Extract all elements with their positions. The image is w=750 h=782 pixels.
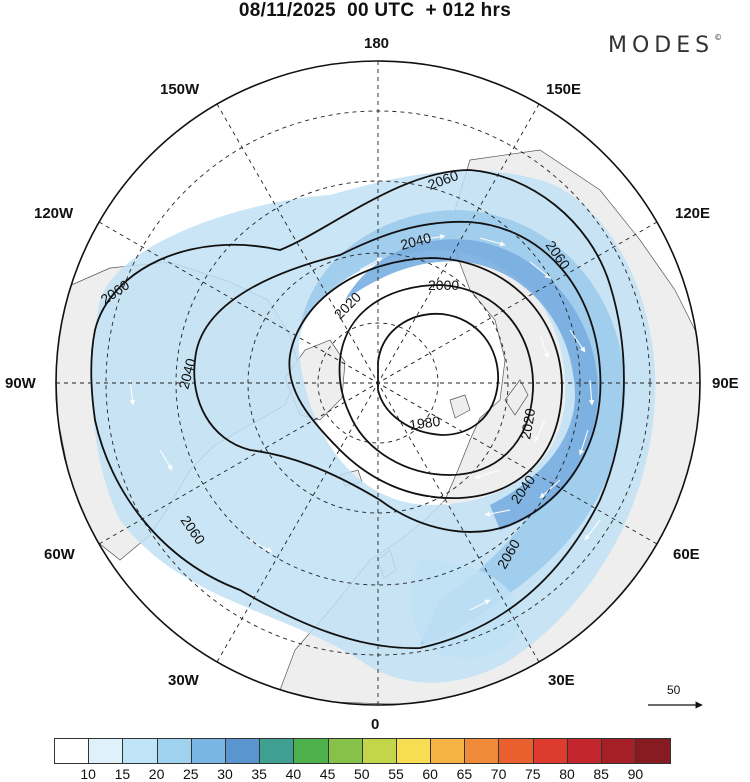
wind-vector	[539, 479, 561, 499]
wind-vector	[359, 257, 383, 271]
contour-label: 2040	[399, 229, 433, 253]
contour-2000	[338, 284, 534, 476]
contour-label: 2040	[175, 356, 199, 390]
wind-vector	[484, 509, 511, 517]
landmass-svalbard	[449, 394, 471, 419]
contour-label: 1980	[408, 413, 441, 433]
lon-label-90w: 90W	[5, 375, 36, 392]
lon-label-180: 180	[364, 35, 390, 52]
wind-band-25	[300, 210, 625, 645]
wind-speed-shading	[91, 170, 656, 683]
colorbar-label: 35	[251, 766, 267, 782]
wind-vectors	[129, 234, 601, 611]
lon-label-60e: 60E	[673, 546, 700, 563]
colorbar-label: 60	[422, 766, 438, 782]
wind-vector	[569, 329, 586, 353]
colorbar-swatch	[567, 739, 602, 763]
lon-label-30w: 30W	[168, 672, 199, 689]
contour-2040	[193, 220, 602, 533]
wind-vector	[578, 429, 589, 456]
wind-vector	[584, 519, 601, 541]
polar-map: 2060 2060 2060 2060 2060 2040 2040 2040 …	[55, 60, 703, 709]
map-title: 08/11/2025 00 UTC + 012 hrs	[238, 0, 512, 21]
lon-label-90e: 90E	[712, 375, 739, 392]
lon-label-150w: 150W	[160, 81, 200, 98]
colorbar-swatch	[55, 739, 90, 763]
colorbar-swatch	[123, 739, 158, 763]
lon-label-120e: 120E	[675, 205, 711, 222]
colorbar	[54, 738, 672, 764]
wind-vector	[329, 419, 346, 441]
colorbar-label: 85	[593, 766, 609, 782]
colorbar-label: 15	[114, 766, 131, 782]
graticule	[56, 61, 700, 705]
colorbar-label: 80	[559, 766, 575, 782]
colorbar-swatch	[294, 739, 329, 763]
colorbar-label: 20	[148, 766, 165, 782]
contour-2020	[288, 257, 563, 499]
contour-2060	[90, 169, 625, 649]
contour-label: 2020	[517, 407, 538, 441]
lon-label-60w: 60W	[44, 546, 75, 563]
colorbar-label: 40	[285, 766, 302, 782]
colorbar-swatch	[328, 739, 363, 763]
wind-vector	[159, 449, 173, 471]
contour-1980	[377, 313, 499, 436]
colorbar-label: 30	[217, 766, 233, 782]
colorbar-label: 25	[183, 766, 199, 782]
wind-vector	[129, 379, 136, 406]
wind-vector	[529, 261, 551, 279]
lon-label-0: 0	[371, 716, 380, 733]
brand-logo: MODES©	[608, 33, 722, 58]
colorbar-label: 70	[490, 766, 507, 782]
colorbar-swatch	[636, 739, 671, 763]
wind-vector	[474, 469, 501, 480]
colorbar-label: 75	[525, 766, 541, 782]
colorbar-swatch	[533, 739, 568, 763]
colorbar-label: 65	[456, 766, 473, 782]
colorbar-swatch	[362, 739, 397, 763]
colorbar-swatch	[602, 739, 637, 763]
colorbar-swatch	[225, 739, 261, 763]
wind-core-europe	[411, 560, 520, 658]
lon-label-30e: 30E	[548, 672, 575, 689]
contour-label: 2000	[428, 277, 459, 293]
wind-reference-label: 50	[667, 683, 681, 697]
wind-vector	[534, 419, 546, 443]
landmass-novaya-zemlya	[504, 379, 529, 416]
wind-vector	[469, 599, 491, 611]
colorbar-label: 10	[80, 766, 96, 782]
colorbar-label: 50	[354, 766, 370, 782]
height-contours	[90, 169, 625, 649]
colorbar-swatch	[157, 739, 192, 763]
colorbar-label: 45	[319, 766, 336, 782]
wind-vector	[419, 234, 446, 241]
colorbar-swatch	[396, 739, 432, 763]
colorbar-label: 55	[388, 766, 404, 782]
wind-vector	[424, 496, 451, 506]
brand-text: MODES	[608, 33, 715, 58]
lon-label-120w: 120W	[34, 205, 74, 222]
wind-vector	[371, 464, 396, 481]
brand-mark: ©	[714, 33, 723, 42]
colorbar-swatch	[260, 739, 295, 763]
lon-label-150e: 150E	[546, 81, 582, 98]
colorbar-swatch	[465, 739, 500, 763]
colorbar-swatch	[499, 739, 534, 763]
colorbar-swatch	[89, 739, 124, 763]
wind-vector	[319, 299, 336, 321]
wind-vector	[539, 334, 549, 359]
map-border	[55, 60, 701, 706]
wind-vector	[588, 379, 595, 406]
colorbar-label: 90	[627, 766, 644, 782]
wind-vector	[479, 237, 506, 247]
colorbar-swatch	[431, 739, 466, 763]
colorbar-swatch	[191, 739, 226, 763]
